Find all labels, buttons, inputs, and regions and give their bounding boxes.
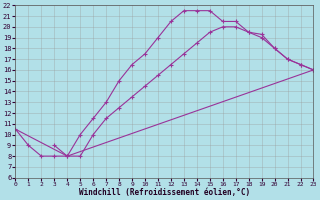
X-axis label: Windchill (Refroidissement éolien,°C): Windchill (Refroidissement éolien,°C)	[79, 188, 250, 197]
